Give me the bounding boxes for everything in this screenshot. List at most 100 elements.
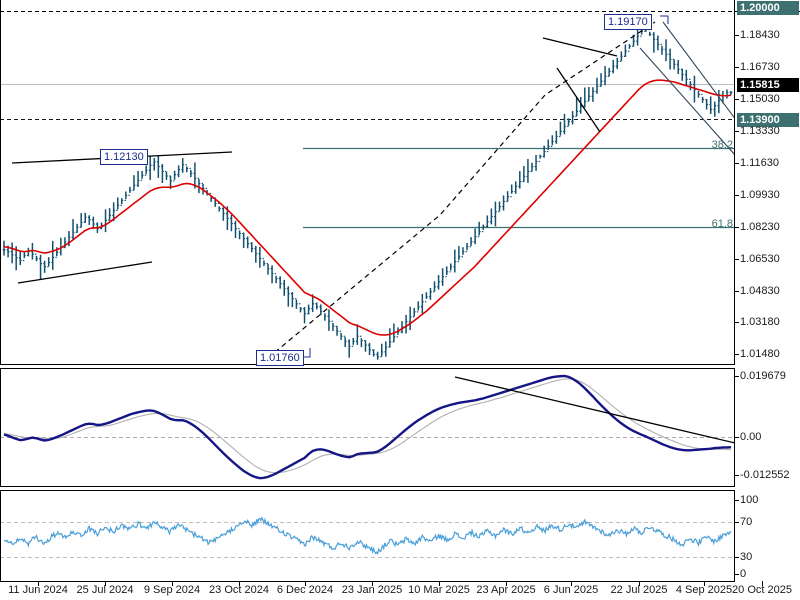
ohlc-bar: [416, 301, 420, 313]
date-axis-label-0: 11 Jun 2024: [8, 584, 68, 596]
ohlc-bar: [35, 253, 38, 262]
ohlc-bar: [343, 335, 347, 348]
ohlc-bar: [339, 330, 343, 340]
ohlc-bar: [656, 35, 660, 51]
price-axis-label-2: 1.16730: [740, 61, 780, 73]
price-axis-label-3: 1.15815: [737, 78, 799, 92]
date-axis-label-7: 23 Apr 2025: [476, 584, 536, 596]
ohlc-bar: [408, 306, 412, 331]
rsi-axis-label-3: 0: [740, 568, 747, 580]
price-tag-2: 1.01760: [256, 350, 304, 366]
ohlc-bar: [311, 294, 315, 313]
ohlc-bar: [335, 325, 339, 336]
ohlc-bar: [140, 170, 144, 181]
ohlc-bar: [579, 96, 583, 114]
ohlc-bar: [473, 228, 477, 245]
ohlc-bar: [441, 268, 445, 286]
date-axis-label-11: 20 Oct 2025: [732, 584, 792, 596]
ohlc-bar: [376, 351, 380, 360]
ohlc-bar: [595, 77, 599, 94]
ohlc-bar: [599, 73, 603, 87]
ohlc-bar: [603, 66, 607, 86]
ohlc-bar: [717, 90, 721, 114]
ohlc-bar: [319, 304, 323, 316]
ohlc-bar: [477, 221, 481, 238]
ohlc-bar: [221, 207, 225, 221]
ohlc-bar: [2, 240, 6, 256]
ohlc-bar: [185, 164, 189, 173]
ohlc-bar: [518, 171, 522, 189]
ohlc-bar: [449, 263, 453, 273]
ohlc-bar: [270, 265, 274, 284]
ohlc-bar: [664, 39, 668, 62]
ohlc-bar: [384, 341, 388, 357]
ohlc-bar: [689, 78, 692, 91]
flag-upper-line: [542, 37, 618, 57]
ohlc-bar: [433, 281, 436, 293]
ohlc-bar: [713, 101, 717, 117]
ohlc-bar: [242, 232, 246, 248]
ohlc-bar: [173, 170, 176, 182]
ohlc-bar: [563, 113, 566, 135]
ohlc-bar: [542, 145, 546, 158]
price-axis-label-7: 1.11630: [740, 157, 779, 169]
wedge-support-line: [17, 261, 153, 284]
ohlc-bar: [693, 75, 696, 103]
ohlc-bar: [136, 170, 140, 187]
ohlc-bar: [246, 236, 250, 249]
price-axis-label-1: 1.18430: [740, 29, 780, 41]
price-axis-label-12: 1.03180: [740, 316, 780, 328]
ohlc-bar: [530, 162, 534, 173]
price-axis-label-10: 1.06530: [740, 253, 780, 265]
price-axis-label-6: 1.13330: [740, 125, 780, 137]
macd-plot: [1, 374, 734, 480]
date-axis-label-3: 23 Oct 2024: [209, 584, 269, 596]
rsi-axis-label-1: 70: [740, 516, 753, 528]
ohlc-bar: [619, 51, 623, 62]
ohlc-bar: [628, 44, 631, 52]
price-axis-label-9: 1.08230: [740, 221, 780, 233]
ohlc-bar: [197, 177, 201, 194]
ohlc-bar: [299, 303, 302, 313]
date-axis-label-1: 25 Jul 2024: [76, 584, 134, 596]
fib-label-38-2: 38.2: [711, 139, 733, 151]
ohlc-bar: [148, 155, 152, 181]
ohlc-bar: [668, 48, 672, 70]
uptrend-dashed-line: [267, 21, 656, 359]
ohlc-bar: [230, 214, 233, 232]
ohlc-bar: [10, 242, 14, 264]
ohlc-bar: [18, 250, 22, 266]
ohlc-bar: [587, 87, 591, 102]
ohlc-bar: [364, 339, 367, 352]
ohlc-bar: [112, 202, 116, 222]
ohlc-bar: [400, 321, 404, 334]
ohlc-bar: [676, 60, 680, 75]
ohlc-bar: [124, 191, 128, 201]
ohlc-bar: [591, 87, 595, 102]
ohlc-bar: [286, 286, 290, 307]
ohlc-bar: [79, 213, 83, 228]
flag-lower-line: [556, 67, 601, 133]
ohlc-bar: [193, 162, 197, 189]
ohlc-bar: [355, 324, 359, 345]
ohlc-bar: [83, 212, 87, 223]
ohlc-bar: [672, 58, 676, 70]
ohlc-bar: [425, 292, 428, 303]
ohlc-bar: [461, 247, 465, 258]
ohlc-bar: [165, 170, 168, 180]
ohlc-bar: [217, 202, 221, 212]
ohlc-bar: [624, 44, 627, 57]
ohlc-bar: [282, 279, 286, 296]
ohlc-bar: [437, 275, 440, 290]
ohlc-bar: [709, 96, 713, 114]
ohlc-bar: [705, 98, 709, 110]
ohlc-bar: [274, 273, 278, 284]
price-candles: [2, 23, 733, 360]
ohlc-bar: [266, 262, 270, 275]
price-axis-label-4: 1.15030: [740, 93, 780, 105]
ohlc-bar: [47, 257, 51, 268]
ohlc-bar: [43, 260, 46, 273]
rsi-axis-label-0: 100: [740, 494, 759, 506]
rsi-plot: [1, 516, 734, 558]
macd-axis-label-1: 0.00: [740, 431, 762, 443]
